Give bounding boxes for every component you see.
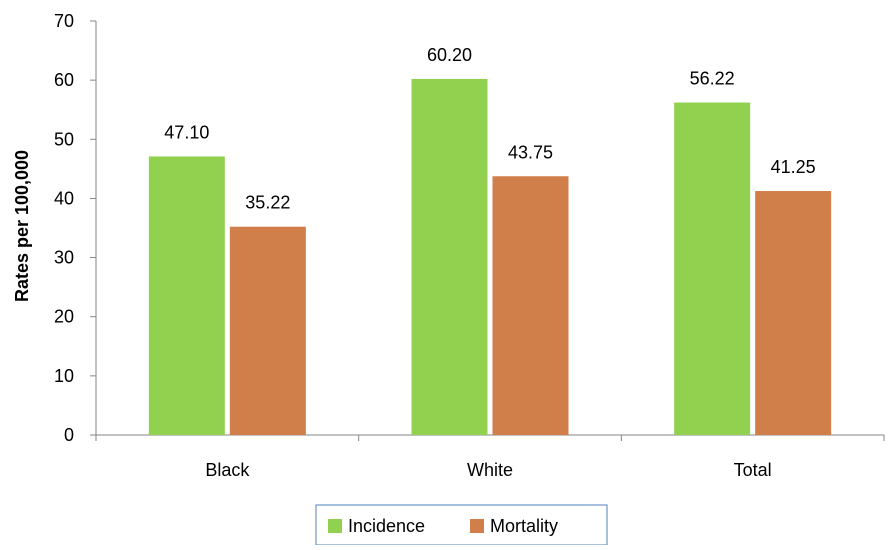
data-label: 47.10 [164,122,209,142]
y-tick-label: 0 [64,425,74,445]
legend: Incidence Mortality [315,504,608,546]
x-tick-label: Total [734,460,772,480]
bar-mortality-black [229,226,306,435]
legend-label-incidence: Incidence [348,516,425,536]
bar-incidence-total [674,102,751,436]
bar-mortality-total [755,191,832,435]
data-label: 43.75 [508,142,553,162]
bars-group [148,78,832,436]
y-tick-label: 10 [54,366,74,386]
bar-incidence-black [148,156,225,436]
y-tick-label: 20 [54,307,74,327]
data-label: 35.22 [245,193,290,213]
x-tick-label: Black [205,460,250,480]
bar-incidence-white [411,78,488,436]
data-label: 60.20 [427,45,472,65]
y-axis-title: Rates per 100,000 [12,150,32,302]
y-tick-label: 60 [54,70,74,90]
legend-swatch-incidence [328,519,342,533]
x-tick-label: White [467,460,513,480]
data-labels-group: 47.10 35.22 60.20 43.75 56.22 41.25 [164,45,815,213]
axes-group: 0 10 20 30 40 50 60 70 Black White Total [54,11,885,480]
data-label: 41.25 [771,157,816,177]
y-tick-label: 70 [54,11,74,31]
legend-label-mortality: Mortality [490,516,558,536]
bar-mortality-white [492,176,569,435]
y-tick-label: 40 [54,188,74,208]
legend-box [315,504,608,546]
data-label: 56.22 [690,68,735,88]
y-tick-label: 50 [54,129,74,149]
y-tick-label: 30 [54,248,74,268]
legend-swatch-mortality [470,519,484,533]
